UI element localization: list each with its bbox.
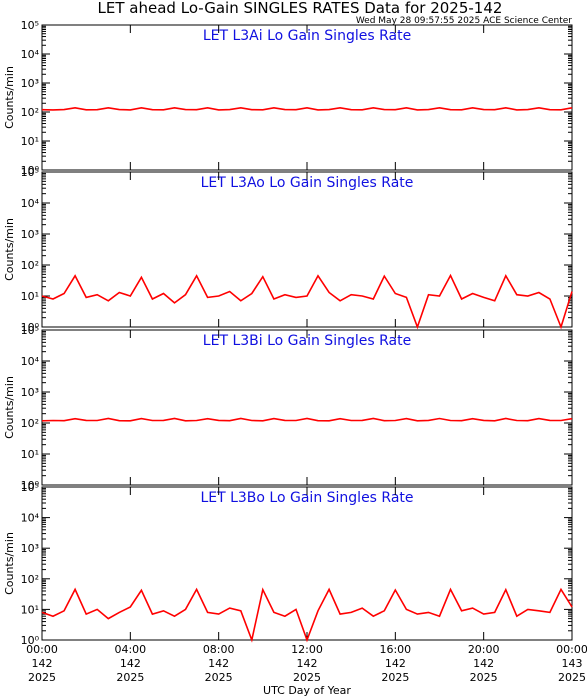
y-tick-label: 10³ (21, 77, 39, 90)
y-tick-label: 10² (21, 573, 39, 586)
y-tick-label: 10³ (21, 542, 39, 555)
x-tick-label: 04:00 (114, 643, 146, 656)
y-axis-label: Counts/min (3, 532, 16, 595)
x-tick-label: 16:00 (379, 643, 411, 656)
y-axis-label: Counts/min (3, 376, 16, 439)
y-tick-label: 10⁵ (21, 19, 39, 32)
y-tick-label: 10⁰ (21, 479, 40, 492)
y-tick-label: 10⁴ (21, 512, 40, 525)
y-tick-label: 10² (21, 106, 39, 119)
y-tick-label: 10³ (21, 228, 39, 241)
x-tick-label: 2025 (558, 671, 586, 684)
y-tick-label: 10³ (21, 386, 39, 399)
plot-frame (41, 486, 573, 641)
timestamp: Wed May 28 09:57:55 2025 ACE Science Cen… (356, 16, 572, 26)
data-line (41, 106, 573, 111)
data-line (41, 273, 573, 330)
y-tick-label: 10⁴ (21, 197, 40, 210)
x-tick-label: 142 (473, 657, 494, 670)
x-tick-label: 2025 (470, 671, 498, 684)
y-axis-label: Counts/min (3, 66, 16, 129)
y-tick-label: 10⁰ (21, 321, 40, 334)
x-tick-label: 2025 (205, 671, 233, 684)
chart-title: LET ahead Lo-Gain SINGLES RATES Data for… (98, 0, 503, 17)
y-tick-label: 10¹ (21, 448, 39, 461)
x-tick-label: 08:00 (203, 643, 235, 656)
x-tick-label: 142 (120, 657, 141, 670)
x-tick-label: 142 (32, 657, 53, 670)
x-tick-label: 00:00 (556, 643, 587, 656)
data-line (41, 587, 573, 643)
x-tick-label: 2025 (116, 671, 144, 684)
y-tick-label: 10⁵ (21, 481, 39, 494)
y-tick-label: 10¹ (21, 603, 39, 616)
y-tick-label: 10⁵ (21, 324, 39, 337)
y-tick-label: 10² (21, 417, 39, 430)
y-tick-label: 10⁰ (21, 164, 40, 177)
y-tick-label: 10² (21, 259, 39, 272)
x-tick-label: 2025 (28, 671, 56, 684)
y-tick-label: 10⁰ (21, 634, 40, 647)
x-tick-label: 143 (562, 657, 583, 670)
x-tick-label: 20:00 (468, 643, 500, 656)
x-axis-label: UTC Day of Year (263, 684, 351, 697)
panel-title: LET L3Bo Lo Gain Singles Rate (200, 490, 413, 506)
data-line (41, 417, 573, 422)
plot-frame (41, 24, 573, 171)
x-tick-label: 142 (385, 657, 406, 670)
y-tick-label: 10⁵ (21, 166, 39, 179)
x-tick-label: 142 (297, 657, 318, 670)
y-tick-label: 10⁴ (21, 355, 40, 368)
x-tick-label: 142 (208, 657, 229, 670)
plot-frame (41, 329, 573, 486)
x-tick-label: 12:00 (291, 643, 323, 656)
x-tick-label: 00:00 (26, 643, 58, 656)
y-tick-label: 10¹ (21, 135, 39, 148)
y-tick-label: 10¹ (21, 290, 39, 303)
y-tick-label: 10⁴ (21, 48, 40, 61)
plot-frame (41, 171, 573, 328)
x-tick-label: 2025 (381, 671, 409, 684)
x-tick-label: 2025 (293, 671, 321, 684)
panel-title: LET L3Ai Lo Gain Singles Rate (203, 28, 411, 44)
panel-title: LET L3Bi Lo Gain Singles Rate (203, 333, 411, 349)
panel-title: LET L3Ao Lo Gain Singles Rate (201, 175, 414, 191)
y-axis-label: Counts/min (3, 218, 16, 281)
